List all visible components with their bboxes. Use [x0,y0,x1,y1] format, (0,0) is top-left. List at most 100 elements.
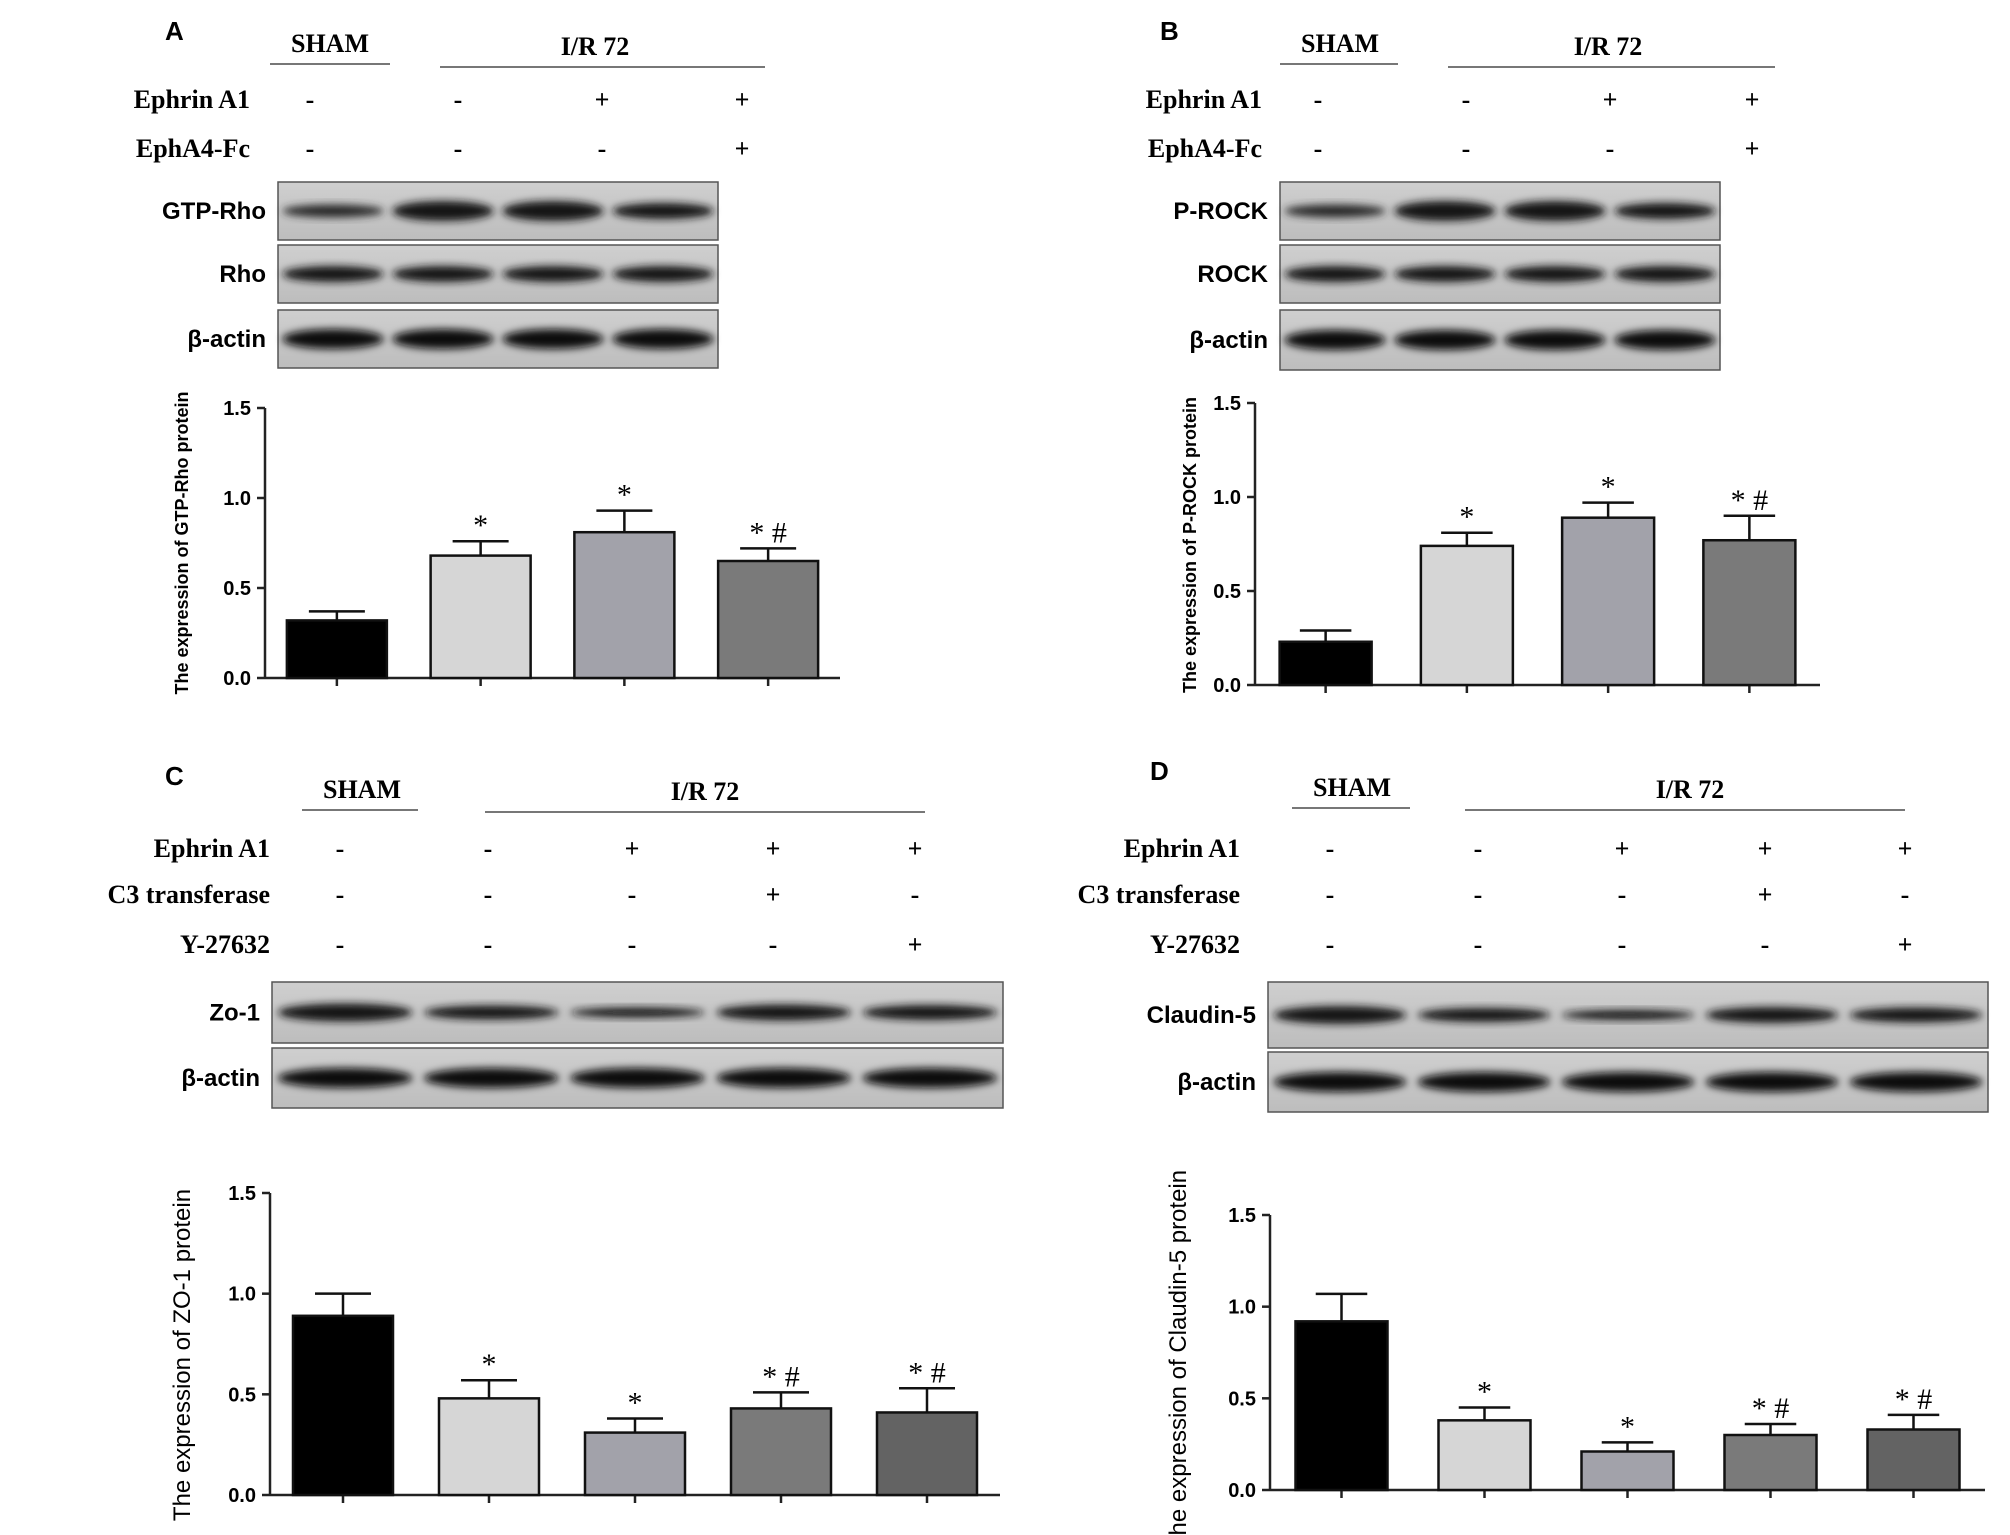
treatment-sign: - [1462,134,1471,163]
blot-band [1273,1006,1407,1024]
bar-group: * # [716,516,820,686]
blot-band [502,201,604,221]
y-tick-label: 0.0 [1213,675,1241,697]
group-label-ir: I/R 72 [561,32,630,61]
blot-band [716,1068,851,1088]
treatment-label: Ephrin A1 [1124,834,1240,863]
blot-row-label: Claudin-5 [1147,1002,1256,1029]
blot-band [1394,330,1496,350]
significance-label: * [1459,501,1474,534]
panel-label: D [1150,756,1169,786]
treatment-sign: + [1898,930,1913,959]
blot-strip [1279,181,1721,241]
treatment-sign: - [1462,85,1471,114]
bar [437,1397,541,1497]
blot-band [1705,1072,1839,1092]
treatment-sign: - [1901,880,1910,909]
treatment-sign: - [1474,930,1483,959]
blot-row-label: GTP-Rho [162,198,266,225]
treatment-sign: - [1314,85,1323,114]
treatment-label: EphA4-Fc [1148,134,1262,163]
treatment-sign: - [336,834,345,863]
panel-b: B SHAM I/R 72 Ephrin A1 - - + + EphA4-Fc - - - + P-RO… [1146,16,1775,371]
significance-label: * # [1895,1383,1933,1416]
treatment-sign: + [1758,834,1773,863]
bar-chart-d: 0.0 0.5 1.0 1.5 The expression of Claudin-5 … [1165,1170,1985,1535]
bar-group [291,1292,395,1503]
blot-strip [1279,309,1721,371]
blot-band [1284,330,1386,350]
bar-chart-c: 0.0 0.5 1.0 1.5 The expression of ZO-1 prote… [169,1183,1000,1521]
bar-group: * # [1702,484,1797,693]
treatment-sign: + [766,880,781,909]
blot-band [1705,1007,1839,1023]
panel-label: A [165,16,184,46]
y-tick-label: 0.5 [228,1384,256,1406]
blot-band [1849,1007,1983,1023]
blot-band [1504,330,1606,350]
significance-label: * # [749,516,787,549]
panel-label: C [165,761,184,791]
group-label-ir: I/R 72 [1574,32,1643,61]
treatment-label: C3 transferase [108,880,270,909]
blot-band [612,266,714,282]
blot-band [282,204,384,218]
blot-band [1849,1072,1983,1092]
bar-group: * # [1866,1383,1961,1498]
treatment-sign: + [735,85,750,114]
treatment-label: EphA4-Fc [136,134,250,163]
blot-band [570,1068,705,1088]
treatment-sign: - [628,880,637,909]
blot-band [277,1003,413,1022]
y-tick-label: 0.0 [1228,1480,1256,1502]
blot-band [1614,203,1716,219]
blot-band [1417,1008,1551,1022]
treatment-sign: - [911,880,920,909]
significance-label: * [473,509,488,542]
bar-group: * [1560,471,1656,693]
blot-band [862,1068,998,1088]
y-tick-label: 1.5 [228,1183,256,1205]
treatment-sign: - [306,134,315,163]
blot-band [1504,266,1606,282]
bar-group: * [1580,1410,1675,1498]
blot-band [392,201,494,221]
bar-group: * # [875,1356,979,1503]
treatment-sign: - [336,930,345,959]
blot-band [1614,266,1716,282]
y-tick-label: 0.5 [1213,581,1241,603]
bar-group [1278,629,1373,693]
blot-strip [271,1047,1004,1109]
bar [716,559,820,680]
treatment-sign: + [766,834,781,863]
blot-row-label: β-actin [1177,1069,1256,1096]
treatment-sign: - [1618,930,1627,959]
blot-band [612,203,714,219]
blot-strip [277,244,719,304]
treatment-label: C3 transferase [1078,880,1240,909]
treatment-sign: - [1326,834,1335,863]
bar-group: * [1437,1376,1532,1498]
blot-band [282,329,384,349]
y-axis-label: The expression of ZO-1 protein [169,1189,196,1521]
group-label-sham: SHAM [1313,773,1391,802]
treatment-sign: - [1606,134,1615,163]
bar [729,1407,833,1497]
bar [285,619,389,680]
panel-a: A SHAM I/R 72 Ephrin A1 - - + + EphA4-Fc - - - + GTP-… [134,16,765,369]
bar [1278,640,1373,687]
blot-band [1284,204,1386,218]
blot-band [570,1007,705,1018]
y-tick-label: 0.5 [1228,1388,1256,1410]
blot-band [502,329,604,349]
bar-group: * [573,479,676,686]
bar-group: * [437,1348,541,1503]
blot-band [277,1068,413,1088]
y-tick-label: 1.0 [228,1284,256,1306]
blot-band [1504,201,1606,221]
blot-band [502,266,604,282]
treatment-sign: + [595,85,610,114]
bar-group: * [1419,501,1515,693]
treatment-label: Ephrin A1 [134,85,250,114]
blot-band [282,266,384,282]
